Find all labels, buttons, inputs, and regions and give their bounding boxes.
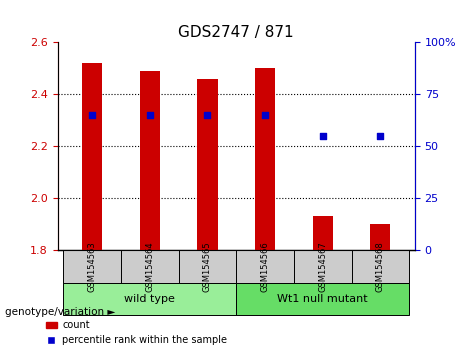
Point — [146, 112, 154, 118]
Bar — [82, 63, 102, 250]
FancyBboxPatch shape — [351, 250, 409, 282]
Text: GSM154565: GSM154565 — [203, 241, 212, 292]
Text: Wt1 null mutant: Wt1 null mutant — [278, 294, 368, 304]
Text: GSM154563: GSM154563 — [88, 241, 97, 292]
Title: GDS2747 / 871: GDS2747 / 871 — [178, 25, 294, 40]
FancyBboxPatch shape — [64, 250, 121, 282]
FancyBboxPatch shape — [64, 282, 236, 315]
Bar — [313, 216, 333, 250]
Point — [319, 133, 326, 139]
Text: GSM154567: GSM154567 — [318, 241, 327, 292]
Bar — [370, 224, 390, 250]
Text: GSM154566: GSM154566 — [260, 241, 270, 292]
FancyBboxPatch shape — [236, 282, 409, 315]
FancyBboxPatch shape — [294, 250, 351, 282]
FancyBboxPatch shape — [121, 250, 179, 282]
Text: GSM154564: GSM154564 — [145, 241, 154, 292]
FancyBboxPatch shape — [179, 250, 236, 282]
Bar — [197, 79, 218, 250]
Bar — [140, 71, 160, 250]
Text: GSM154568: GSM154568 — [376, 241, 385, 292]
Point — [204, 112, 211, 118]
Text: genotype/variation ►: genotype/variation ► — [5, 307, 115, 316]
Point — [89, 112, 96, 118]
FancyBboxPatch shape — [236, 250, 294, 282]
Bar — [255, 68, 275, 250]
Point — [377, 133, 384, 139]
Legend: count, percentile rank within the sample: count, percentile rank within the sample — [42, 316, 231, 349]
Point — [261, 112, 269, 118]
Text: wild type: wild type — [124, 294, 175, 304]
